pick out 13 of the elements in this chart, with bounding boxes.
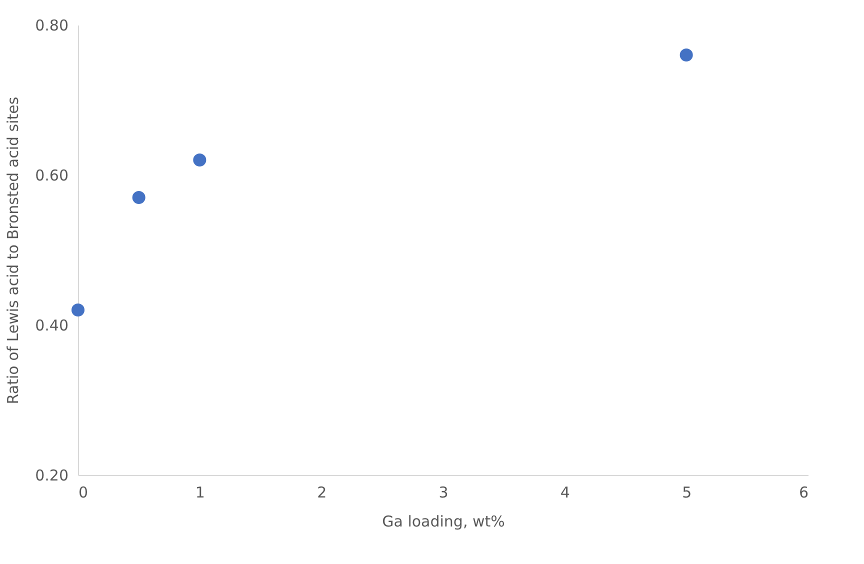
y-tick-label: 0.60 bbox=[35, 166, 68, 184]
x-tick-label: 4 bbox=[560, 484, 570, 502]
x-tick-label: 1 bbox=[195, 484, 205, 502]
x-tick-label: 2 bbox=[317, 484, 327, 502]
x-tick-label: 3 bbox=[438, 484, 448, 502]
y-tick-label: 0.80 bbox=[35, 16, 68, 34]
y-tick-label: 0.40 bbox=[35, 316, 68, 334]
y-tick-label: 0.20 bbox=[35, 466, 68, 484]
x-tick-label: 0 bbox=[78, 484, 88, 502]
x-tick-label: 6 bbox=[798, 484, 808, 502]
y-axis-title: Ratio of Lewis acid to Bronsted acid sites bbox=[4, 96, 22, 404]
x-tick-label: 5 bbox=[682, 484, 692, 502]
x-axis-title: Ga loading, wt% bbox=[382, 512, 505, 530]
